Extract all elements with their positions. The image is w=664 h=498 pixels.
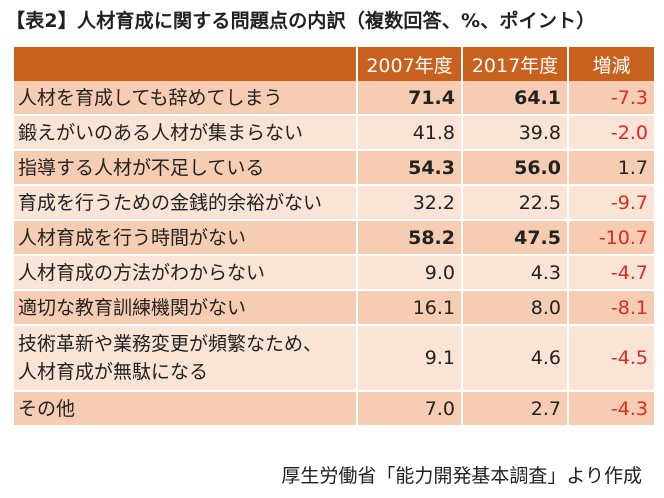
header-2017: 2017年度 — [462, 47, 569, 81]
value-2007: 32.2 — [357, 185, 463, 221]
value-diff: -4.3 — [568, 391, 654, 427]
value-2007: 58.2 — [357, 220, 463, 256]
value-2017: 4.3 — [462, 255, 569, 291]
row-label: 技術革新や業務変更が頻繁なため、 人材育成が無駄になる — [14, 325, 358, 392]
value-diff: -10.7 — [568, 220, 654, 256]
table-row: 人材育成を行う時間がない 58.2 47.5 -10.7 — [14, 220, 654, 256]
value-2017: 64.1 — [462, 81, 569, 116]
value-2007: 7.0 — [357, 391, 463, 427]
value-2017: 2.7 — [462, 391, 569, 427]
value-diff: -9.7 — [568, 185, 654, 221]
row-label: 育成を行うための金銭的余裕がない — [14, 185, 358, 221]
table-row: 鍛えがいのある人材が集まらない 41.8 39.8 -2.0 — [14, 115, 654, 151]
value-2017: 39.8 — [462, 115, 569, 151]
row-label: 人材を育成しても辞めてしまう — [14, 81, 358, 116]
value-2007: 54.3 — [357, 150, 463, 186]
value-2017: 56.0 — [462, 150, 569, 186]
value-2007: 41.8 — [357, 115, 463, 151]
table-row: 人材育成の方法がわからない 9.0 4.3 -4.7 — [14, 255, 654, 291]
value-2007: 71.4 — [357, 81, 463, 116]
table-row: 育成を行うための金銭的余裕がない 32.2 22.5 -9.7 — [14, 185, 654, 221]
data-table: 2007年度 2017年度 増減 人材を育成しても辞めてしまう 71.4 64.… — [14, 47, 654, 427]
row-label: 鍛えがいのある人材が集まらない — [14, 115, 358, 151]
value-diff: -2.0 — [568, 115, 654, 151]
table-row: 指導する人材が不足している 54.3 56.0 1.7 — [14, 150, 654, 186]
row-label: その他 — [14, 391, 358, 427]
value-2007: 16.1 — [357, 290, 463, 326]
value-diff: -7.3 — [568, 81, 654, 116]
header-row: 2007年度 2017年度 増減 — [14, 47, 654, 81]
row-label: 人材育成を行う時間がない — [14, 220, 358, 256]
row-label-line2: 人材育成が無駄になる — [18, 361, 209, 383]
header-label — [14, 47, 358, 81]
table-row: その他 7.0 2.7 -4.3 — [14, 391, 654, 427]
row-label-line1: 技術革新や業務変更が頻繁なため、 — [18, 333, 323, 355]
source-note: 厚生労働省「能力開発基本調査」より作成 — [281, 465, 642, 487]
value-2017: 8.0 — [462, 290, 569, 326]
header-2007: 2007年度 — [357, 47, 463, 81]
table-row: 適切な教育訓練機関がない 16.1 8.0 -8.1 — [14, 290, 654, 326]
row-label: 適切な教育訓練機関がない — [14, 290, 358, 326]
row-label: 人材育成の方法がわからない — [14, 255, 358, 291]
value-diff: -8.1 — [568, 290, 654, 326]
value-diff: 1.7 — [568, 150, 654, 186]
value-2017: 4.6 — [462, 325, 569, 392]
header-diff: 増減 — [568, 47, 654, 81]
value-2017: 47.5 — [462, 220, 569, 256]
table-row: 技術革新や業務変更が頻繁なため、 人材育成が無駄になる 9.1 4.6 -4.5 — [14, 325, 654, 392]
row-label: 指導する人材が不足している — [14, 150, 358, 186]
table-title: 【表2】人材育成に関する問題点の内訳（複数回答、%、ポイント） — [6, 10, 596, 32]
value-diff: -4.7 — [568, 255, 654, 291]
value-diff: -4.5 — [568, 325, 654, 392]
value-2017: 22.5 — [462, 185, 569, 221]
table-row: 人材を育成しても辞めてしまう 71.4 64.1 -7.3 — [14, 81, 654, 116]
value-2007: 9.0 — [357, 255, 463, 291]
value-2007: 9.1 — [357, 325, 463, 392]
